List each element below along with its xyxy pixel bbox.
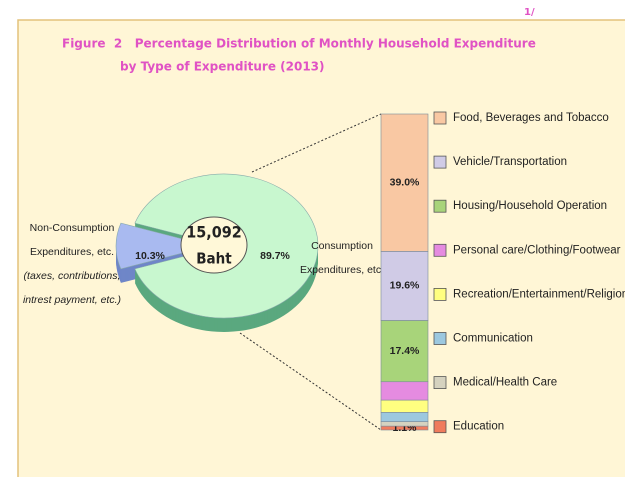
legend-swatch	[433, 287, 447, 301]
bar-segment	[380, 399, 429, 413]
legend-swatch	[433, 332, 447, 345]
bar-segment	[380, 421, 429, 427]
slice-label: 89.7%	[260, 250, 290, 262]
legend-label: Communication	[453, 333, 533, 345]
footnote-mark: 1/	[524, 7, 535, 18]
legend-swatch	[433, 155, 447, 169]
category-label: intrest payment, etc.)	[23, 294, 121, 306]
pie-slice	[115, 222, 211, 270]
bar-segment	[380, 251, 429, 321]
data-label: 17.4%	[390, 345, 420, 357]
legend-swatch	[433, 376, 447, 390]
legend-label: Food, Beverages and Tobacco	[453, 112, 609, 124]
legend-label: Medical/Health Care	[453, 377, 557, 389]
center-badge	[180, 216, 248, 274]
bar-segment	[380, 113, 429, 252]
center-amount: 15,092	[186, 223, 242, 242]
legend-label: Vehicle/Transportation	[453, 156, 567, 168]
legend-label: Education	[453, 421, 504, 433]
data-label: 19.6%	[390, 280, 420, 292]
category-label: (taxes, contributions,	[24, 270, 121, 282]
connector	[239, 332, 382, 431]
legend-label: Housing/Household Operation	[453, 200, 607, 212]
chart-title: by Type of Expenditure (2013)	[120, 60, 325, 74]
legend-swatch	[433, 243, 447, 257]
center-unit: Baht	[196, 250, 232, 268]
legend-swatch	[433, 420, 447, 434]
data-label: 39.0%	[390, 176, 420, 188]
category-label: Consumption	[311, 240, 373, 252]
legend-swatch	[433, 199, 447, 213]
legend-swatch	[433, 111, 447, 125]
chart-title: Figure 2 Percentage Distribution of Mont…	[62, 37, 536, 51]
slice-label: 10.3%	[135, 250, 165, 262]
connector	[251, 113, 382, 173]
bar-segment	[380, 381, 429, 401]
category-label: Non-Consumption	[30, 222, 115, 234]
legend-label: Personal care/Clothing/Footwear	[453, 244, 621, 256]
bar-segment	[380, 320, 429, 383]
category-label: Expenditures, etc.	[30, 246, 114, 258]
bar-segment	[380, 412, 429, 422]
legend-label: Recreation/Entertainment/Religion	[453, 288, 625, 300]
category-label: Expenditures, etc.	[300, 264, 384, 276]
